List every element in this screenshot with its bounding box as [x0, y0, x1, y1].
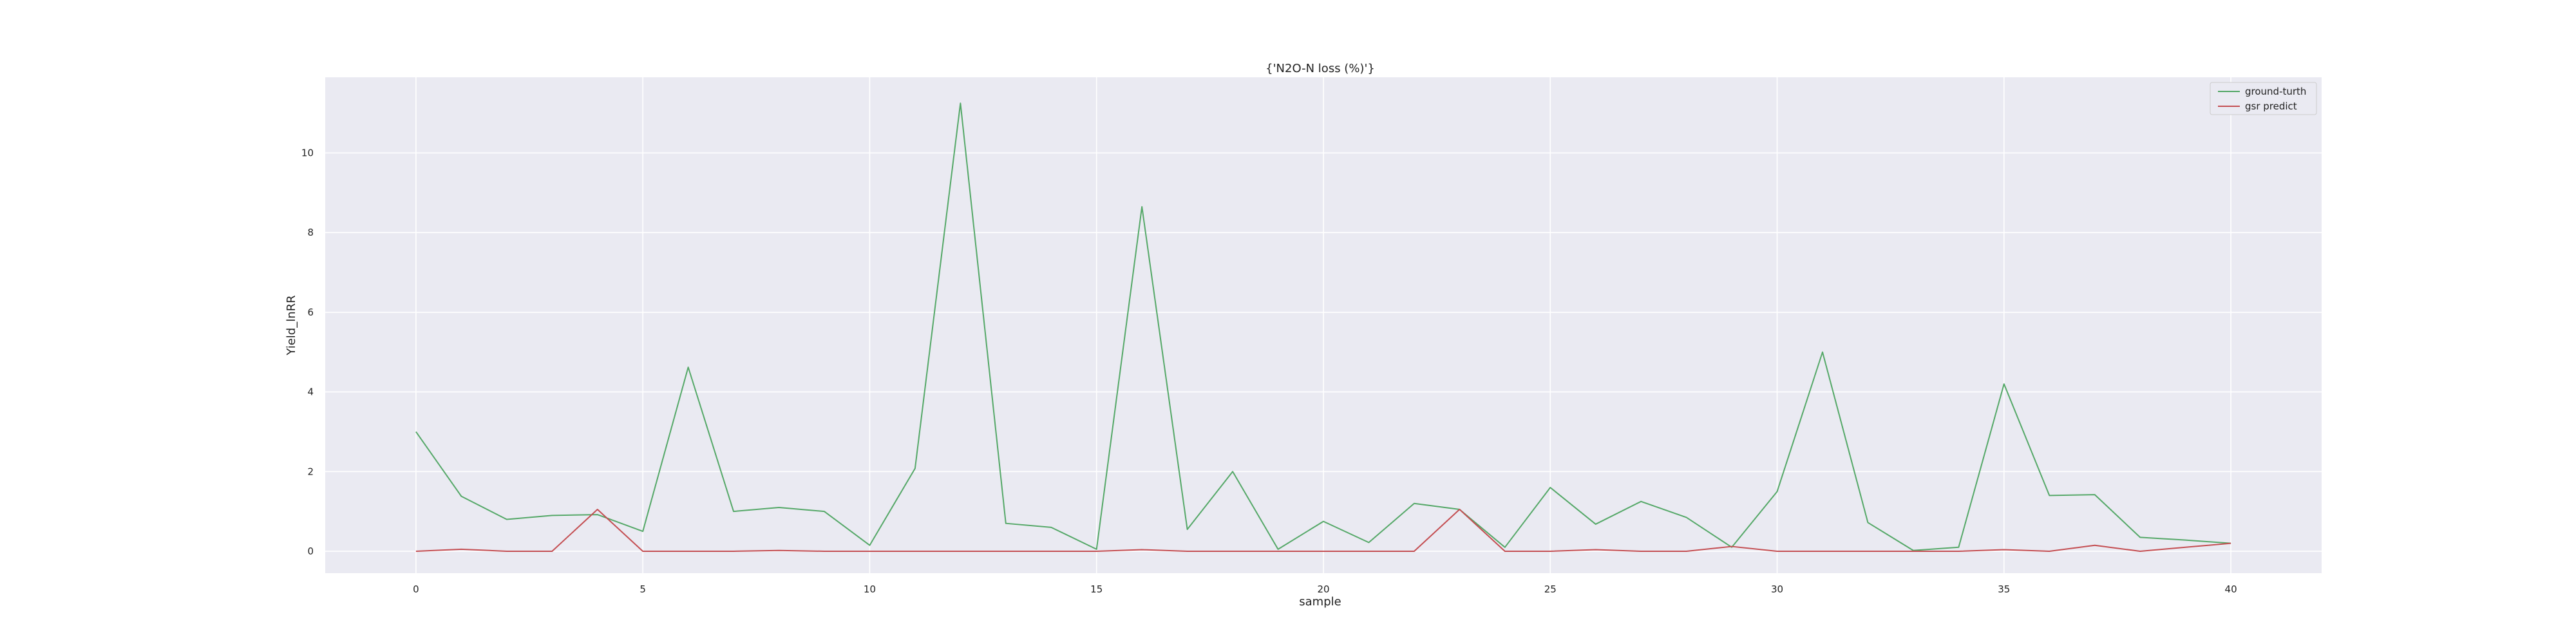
legend: ground-turth gsr predict [2210, 82, 2317, 115]
y-tick-label: 4 [307, 386, 314, 398]
legend-label-gsr-predict: gsr predict [2245, 100, 2297, 112]
x-tick-label: 10 [864, 583, 876, 595]
x-tick-label: 0 [413, 583, 419, 595]
x-tick-label: 40 [2225, 583, 2237, 595]
x-tick-label: 30 [1771, 583, 1783, 595]
y-tick-label: 6 [307, 307, 314, 318]
y-tick-label: 0 [307, 545, 314, 557]
chart-title: {'N2O-N loss (%)'} [1265, 62, 1375, 75]
y-tick-labels: 0 2 4 6 8 10 [301, 147, 314, 557]
x-tick-label: 35 [1998, 583, 2010, 595]
x-tick-labels: 0 5 10 15 20 25 30 35 40 [413, 583, 2237, 595]
x-tick-label: 20 [1317, 583, 1329, 595]
y-axis-label: Yield_lnRR [285, 295, 298, 355]
x-tick-label: 5 [639, 583, 646, 595]
x-tick-label: 25 [1544, 583, 1557, 595]
series-line-ground-truth [415, 102, 2231, 551]
legend-label-ground-truth: ground-turth [2245, 86, 2306, 97]
x-axis-label: sample [1299, 595, 1341, 609]
y-tick-label: 8 [307, 227, 314, 238]
series-line-gsr-predict [415, 509, 2231, 552]
series-lines [415, 102, 2231, 552]
x-tick-label: 15 [1090, 583, 1103, 595]
y-tick-label: 10 [301, 147, 314, 159]
y-tick-label: 2 [307, 466, 314, 477]
